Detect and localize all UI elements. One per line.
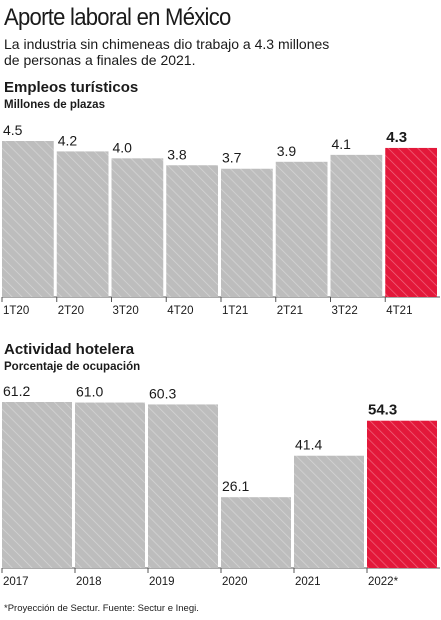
empleos-turisticos-chart: 4.5 1T20 4.2 2T20 4.0 3T20 3.8 4T20 3.7 1T21 3.9 2T…: [1, 122, 440, 317]
actividad-hotelera-chart: 61.2 2017 61.0 2018 60.3 2019 26.1 2020 41.4 2021…: [1, 383, 440, 586]
category-label: 2022*: [368, 576, 399, 586]
value-label: 3.9: [277, 143, 297, 159]
chart1-subtitle: Millones de plazas: [4, 99, 105, 111]
category-label: 3T22: [332, 305, 358, 317]
bar-2019: [148, 404, 218, 568]
value-label: 3.8: [167, 146, 187, 162]
bar-2T20: [56, 151, 109, 297]
category-label: 4T21: [386, 305, 412, 317]
category-label: 2021: [295, 576, 321, 586]
bar-4T20: [166, 165, 218, 297]
footnote: *Proyección de Sectur. Fuente: Sectur e …: [4, 603, 199, 614]
bar-2018: [75, 402, 145, 568]
bar-2021: [294, 455, 364, 568]
category-label: 2018: [76, 576, 102, 586]
value-label: 41.4: [295, 437, 322, 453]
category-label: 1T21: [222, 305, 248, 317]
page-title: Aporte laboral en México: [4, 4, 231, 31]
value-label: 4.3: [386, 129, 407, 146]
bar-2T21: [275, 161, 328, 297]
value-label: 4.0: [113, 139, 133, 155]
bar-3T20: [111, 158, 164, 297]
category-label: 1T20: [3, 305, 29, 317]
value-label: 61.0: [76, 384, 103, 400]
value-label: 4.5: [3, 122, 23, 138]
page-subtitle: La industria sin chimeneas dio trabajo a…: [4, 36, 330, 68]
bar-3T22: [330, 154, 383, 297]
value-label: 4.1: [332, 136, 352, 152]
category-label: 4T20: [167, 305, 193, 317]
bar-1T21: [221, 168, 273, 297]
chart2-title: Actividad hotelera: [4, 341, 135, 358]
category-label: 2020: [222, 576, 248, 586]
category-label: 2017: [3, 576, 29, 586]
value-label: 61.2: [3, 383, 30, 399]
category-label: 2019: [149, 576, 175, 586]
bar-2022: [367, 420, 437, 568]
value-label: 54.3: [368, 402, 397, 419]
bar-4T21: [385, 147, 437, 297]
value-label: 3.7: [222, 150, 242, 166]
bar-1T20: [2, 141, 54, 297]
bar-2017: [2, 402, 72, 568]
category-label: 2T21: [277, 305, 303, 317]
value-label: 26.1: [222, 478, 249, 494]
chart1-title: Empleos turísticos: [4, 79, 139, 96]
category-label: 2T20: [58, 305, 84, 317]
bar-2020: [221, 497, 291, 568]
chart2-subtitle: Porcentaje de ocupación: [4, 361, 141, 373]
category-label: 3T20: [113, 305, 139, 317]
value-label: 4.2: [58, 132, 78, 148]
value-label: 60.3: [149, 385, 176, 401]
